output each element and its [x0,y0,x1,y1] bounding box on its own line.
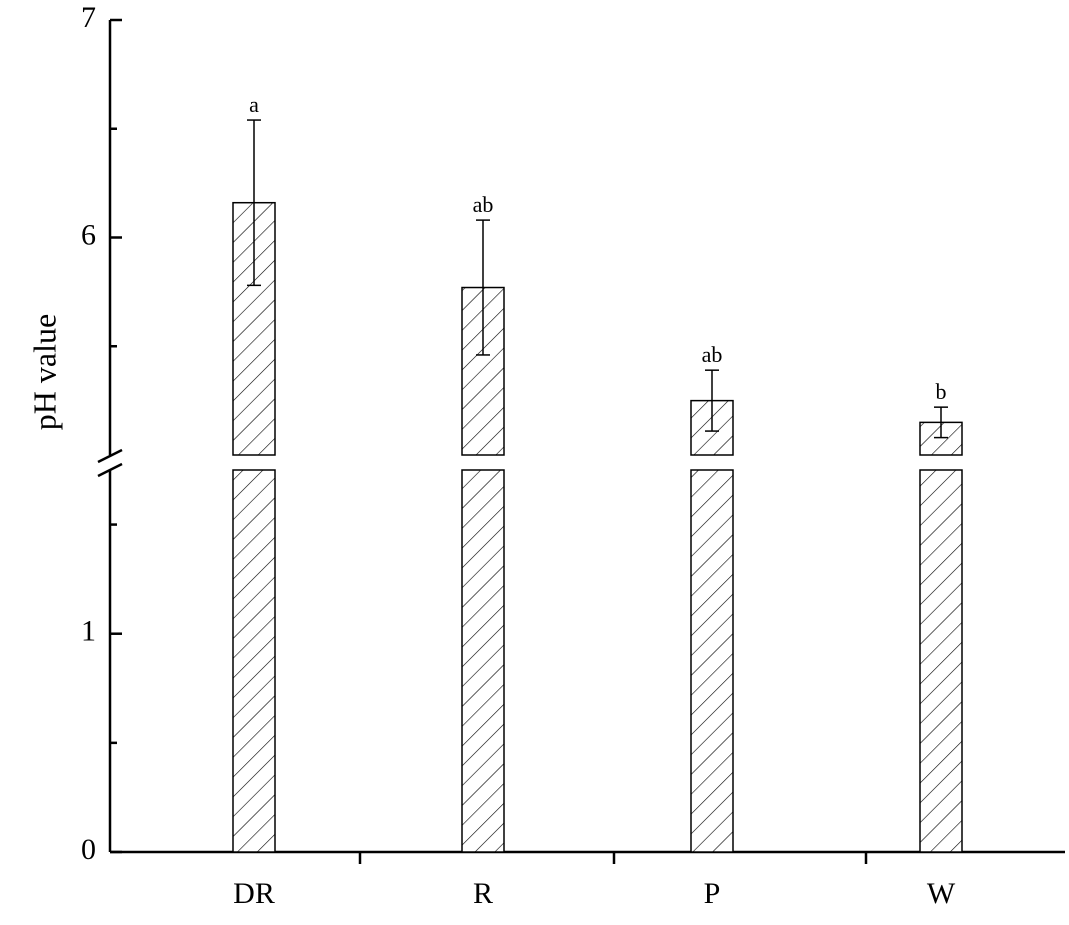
axis-break [97,462,123,478]
y-tick-label: 7 [81,1,96,34]
y-tick-label: 1 [81,615,96,648]
bar [690,469,734,853]
x-tick-label: DR [233,877,275,910]
significance-letter: a [249,92,259,117]
significance-letter: b [936,379,947,404]
x-tick-label: R [473,877,493,910]
x-tick-label: W [927,877,956,910]
bar [919,469,963,853]
bar [461,469,505,853]
y-axis-label: pH value [26,314,62,430]
axis-break [97,448,123,464]
significance-letter: ab [702,342,723,367]
x-tick-label: P [704,877,721,910]
significance-letter: ab [473,192,494,217]
bar [232,469,276,853]
y-tick-label: 6 [81,218,96,251]
bar [232,201,276,456]
y-tick-label: 0 [81,833,96,866]
